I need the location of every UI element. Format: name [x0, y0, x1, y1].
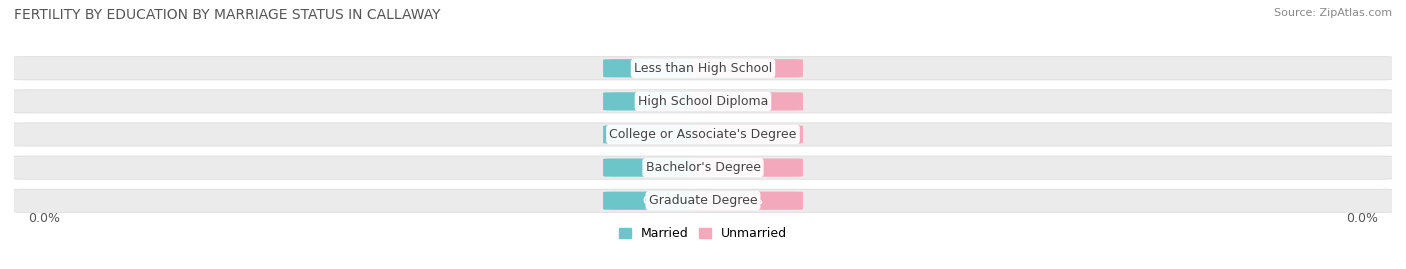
FancyBboxPatch shape [603, 158, 713, 177]
FancyBboxPatch shape [603, 125, 713, 144]
Text: Source: ZipAtlas.com: Source: ZipAtlas.com [1274, 8, 1392, 18]
FancyBboxPatch shape [603, 92, 713, 111]
FancyBboxPatch shape [7, 156, 1399, 179]
Text: 0.0%: 0.0% [733, 96, 763, 107]
FancyBboxPatch shape [693, 158, 803, 177]
Text: Bachelor's Degree: Bachelor's Degree [645, 161, 761, 174]
FancyBboxPatch shape [693, 59, 803, 77]
Text: 0.0%: 0.0% [28, 213, 60, 225]
Text: FERTILITY BY EDUCATION BY MARRIAGE STATUS IN CALLAWAY: FERTILITY BY EDUCATION BY MARRIAGE STATU… [14, 8, 440, 22]
Text: 0.0%: 0.0% [733, 63, 763, 73]
Text: High School Diploma: High School Diploma [638, 95, 768, 108]
Text: 0.0%: 0.0% [733, 196, 763, 206]
FancyBboxPatch shape [693, 92, 803, 111]
FancyBboxPatch shape [693, 125, 803, 144]
Text: 0.0%: 0.0% [643, 63, 673, 73]
Text: 0.0%: 0.0% [643, 162, 673, 173]
Text: Less than High School: Less than High School [634, 62, 772, 75]
Text: Graduate Degree: Graduate Degree [648, 194, 758, 207]
Text: 0.0%: 0.0% [1346, 213, 1378, 225]
FancyBboxPatch shape [603, 59, 713, 77]
FancyBboxPatch shape [7, 57, 1399, 80]
Text: 0.0%: 0.0% [733, 162, 763, 173]
Text: College or Associate's Degree: College or Associate's Degree [609, 128, 797, 141]
FancyBboxPatch shape [7, 90, 1399, 113]
FancyBboxPatch shape [693, 192, 803, 210]
FancyBboxPatch shape [7, 123, 1399, 146]
Text: 0.0%: 0.0% [643, 129, 673, 140]
Text: 0.0%: 0.0% [643, 96, 673, 107]
FancyBboxPatch shape [603, 192, 713, 210]
Legend: Married, Unmarried: Married, Unmarried [613, 222, 793, 245]
FancyBboxPatch shape [7, 189, 1399, 212]
Text: 0.0%: 0.0% [733, 129, 763, 140]
Text: 0.0%: 0.0% [643, 196, 673, 206]
